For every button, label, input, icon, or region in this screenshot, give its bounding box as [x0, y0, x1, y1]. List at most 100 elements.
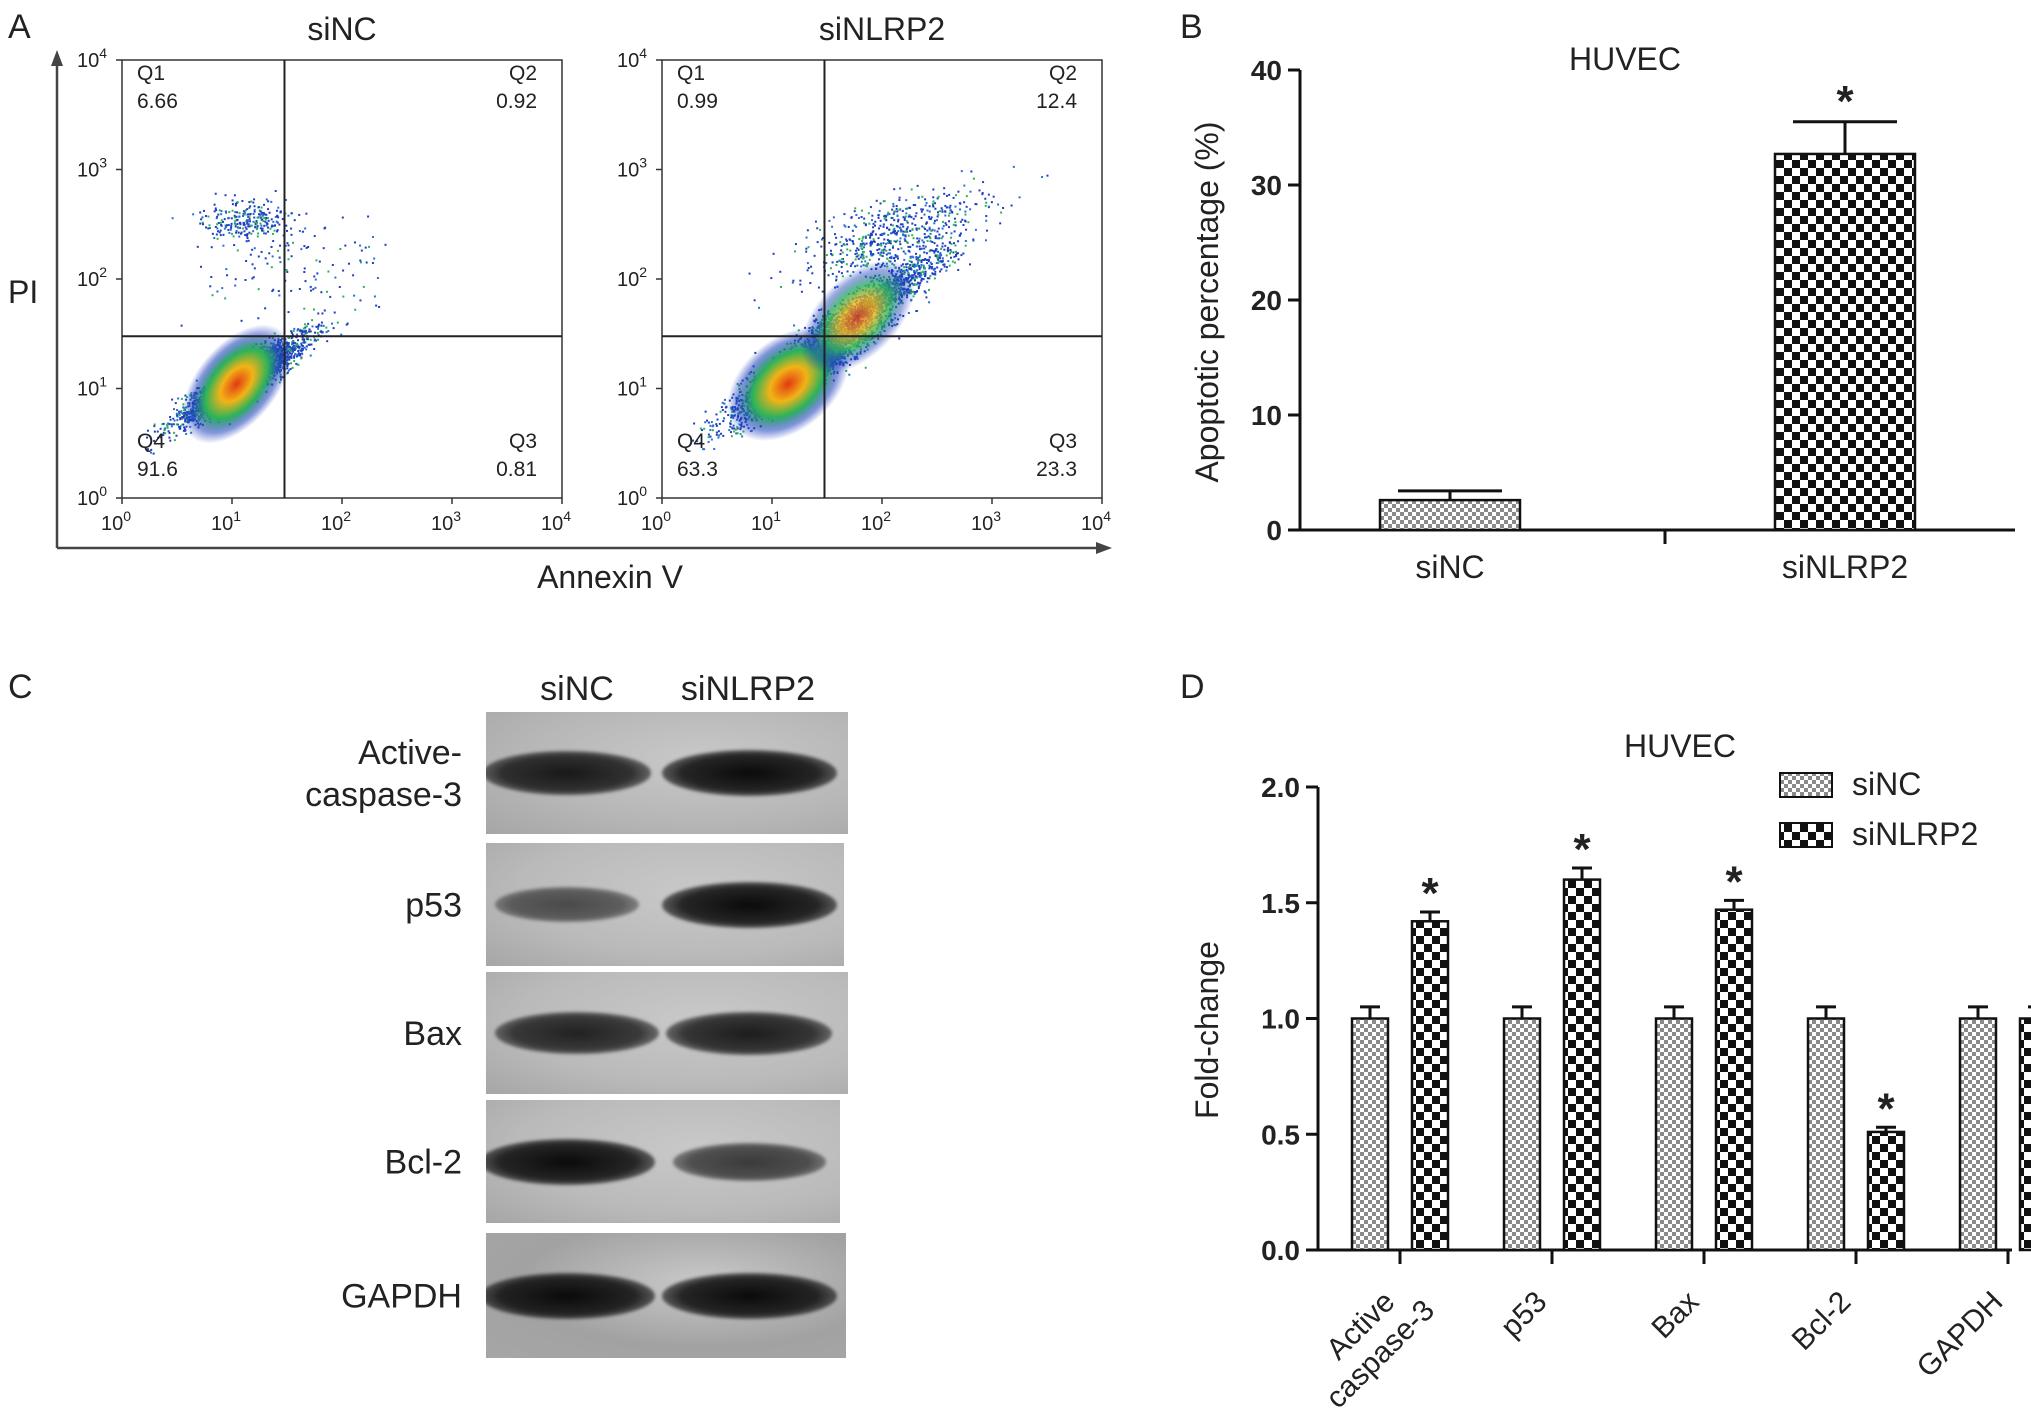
- flow-event: [267, 226, 270, 229]
- flow-event: [277, 206, 280, 209]
- flow-event: [240, 231, 243, 234]
- flow-event: [307, 245, 310, 248]
- flow-event: [237, 227, 240, 230]
- flow-event: [271, 290, 274, 293]
- flow-event: [149, 451, 152, 454]
- flow-event: [211, 294, 214, 297]
- flow-event: [848, 373, 851, 376]
- flow-event: [221, 220, 224, 223]
- flow-event: [251, 263, 254, 266]
- flow-event: [300, 357, 303, 360]
- flow-event: [730, 435, 733, 438]
- flow-event: [214, 207, 217, 210]
- flow-event: [220, 210, 223, 213]
- flow-event: [731, 427, 734, 430]
- flow-event: [341, 216, 344, 219]
- flow-event: [254, 226, 257, 229]
- flow-event: [272, 220, 275, 223]
- flow-event: [225, 224, 228, 227]
- flow-event: [223, 218, 226, 221]
- flow-event: [217, 221, 220, 224]
- flow-event: [696, 440, 699, 443]
- flow-event: [161, 423, 164, 426]
- flow-event: [238, 215, 241, 218]
- flow-event: [314, 331, 317, 334]
- flow-event: [290, 233, 293, 236]
- flow-event: [290, 255, 293, 258]
- flow-event: [309, 338, 312, 341]
- flow-event: [267, 230, 270, 233]
- flow-event: [199, 222, 202, 225]
- flow-event: [246, 219, 249, 222]
- flow-event: [231, 209, 234, 212]
- flow-event: [246, 236, 249, 239]
- flow-event: [238, 212, 241, 215]
- flow-event: [255, 222, 258, 225]
- flow-event: [707, 421, 710, 424]
- flow-event: [707, 433, 710, 436]
- flow-event: [329, 295, 332, 298]
- flow-event: [236, 211, 239, 214]
- flow-event: [150, 448, 153, 451]
- flow-event: [169, 415, 172, 418]
- flow-event: [251, 248, 254, 251]
- flow-event: [207, 227, 210, 230]
- flow-event: [260, 206, 263, 209]
- flow-event: [261, 227, 264, 230]
- flow-event: [314, 286, 317, 289]
- flow-event: [304, 332, 307, 335]
- flow-event: [256, 227, 259, 230]
- flow-event: [287, 369, 290, 372]
- flow-event: [271, 232, 274, 235]
- flow-event: [297, 339, 300, 342]
- flow-event: [304, 323, 307, 326]
- flow-event: [303, 307, 306, 310]
- flow-event: [344, 244, 347, 247]
- flow-event: [305, 325, 308, 328]
- flow-event: [152, 452, 155, 455]
- flow-event: [309, 330, 312, 333]
- flow-event: [275, 220, 278, 223]
- flow-event: [322, 247, 325, 250]
- density-core: [182, 324, 291, 444]
- flow-event: [270, 200, 273, 203]
- flow-plot-sinlrp2: siNLRP2100100101101102102103103104104Q10…: [617, 11, 1111, 535]
- flow-event: [699, 442, 702, 445]
- flow-event: [864, 366, 867, 369]
- flow-event: [293, 327, 296, 330]
- flow-event: [235, 231, 238, 234]
- flow-event: [183, 429, 186, 432]
- flow-event: [205, 226, 208, 229]
- flow-event: [224, 194, 227, 197]
- flow-event: [247, 225, 250, 228]
- flow-event: [264, 257, 267, 260]
- flow-event: [202, 223, 205, 226]
- flow-event: [246, 233, 249, 236]
- panel-letter-c: C: [8, 668, 33, 706]
- flow-event: [178, 427, 181, 430]
- flow-event: [292, 330, 295, 333]
- flow-event: [179, 411, 182, 414]
- flow-event: [216, 237, 219, 240]
- flow-event: [200, 265, 203, 268]
- flow-event: [170, 423, 173, 426]
- flow-event: [162, 434, 165, 437]
- flow-event: [231, 203, 234, 206]
- flow-event: [297, 328, 300, 331]
- flow-event: [255, 228, 258, 231]
- flow-event: [227, 228, 230, 231]
- flow-event: [224, 210, 227, 213]
- flow-event: [146, 429, 149, 432]
- flow-event: [177, 397, 180, 400]
- flow-event: [167, 422, 170, 425]
- flow-event: [313, 235, 316, 238]
- flow-event: [263, 232, 266, 235]
- x-tick-label: 103: [971, 508, 1001, 535]
- flow-event: [230, 232, 233, 235]
- flow-event: [228, 231, 231, 234]
- flow-event: [703, 448, 706, 451]
- flow-event: [245, 240, 248, 243]
- flow-event: [166, 423, 169, 426]
- flow-event: [272, 240, 275, 243]
- flow-event: [233, 194, 236, 197]
